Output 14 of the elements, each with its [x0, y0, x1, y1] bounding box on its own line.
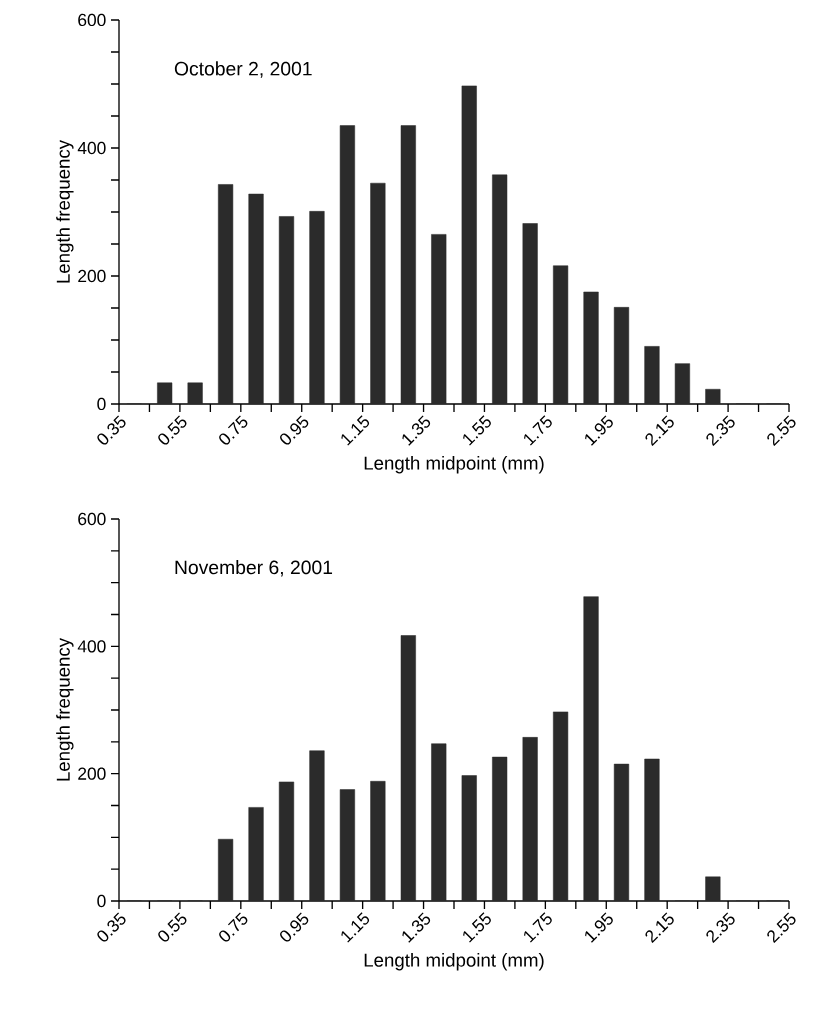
text: October 2, 2001 — [174, 61, 312, 78]
y-tick-label: 400 — [77, 640, 106, 653]
y-tick-label: 0 — [97, 894, 106, 908]
y-tick-label: 600 — [78, 13, 106, 27]
x-axis-title: Length midpoint (mm) — [364, 456, 544, 474]
y-tick-label: 200 — [78, 767, 106, 780]
y-tick-label: 400 — [77, 141, 106, 155]
y-tick-label: 200 — [78, 269, 106, 283]
text: November 6, 2001 — [175, 560, 333, 577]
y-axis-title: Length frequency — [56, 139, 74, 283]
y-tick-label: 600 — [78, 512, 106, 526]
x-axis-title: Length midpoint (mm) — [364, 953, 544, 971]
y-tick-label: 0 — [97, 397, 106, 411]
y-axis-title: Length frequency — [56, 637, 74, 781]
